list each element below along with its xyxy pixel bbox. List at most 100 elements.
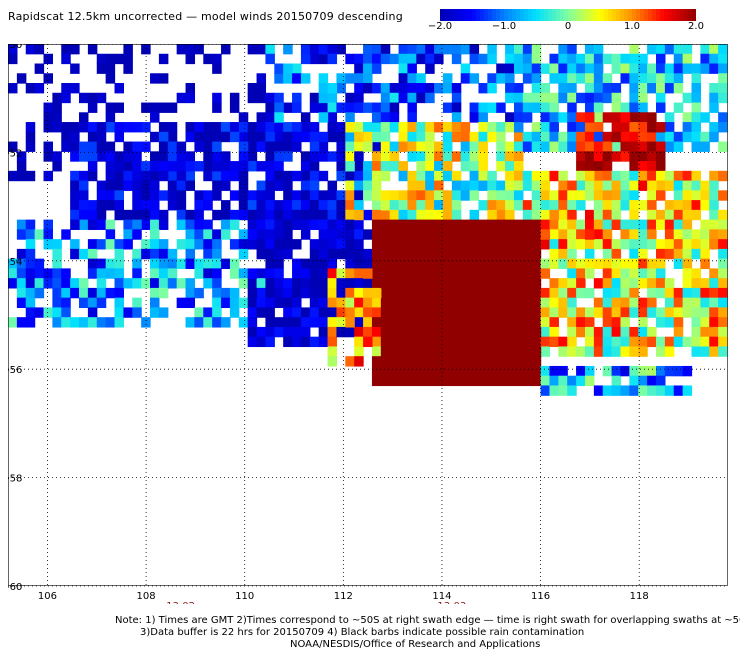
- data-cell: [540, 268, 551, 279]
- data-cell: [513, 356, 524, 367]
- data-cell: [682, 53, 693, 65]
- data-cell: [451, 307, 462, 318]
- data-cell: [425, 44, 435, 55]
- data-cell: [682, 385, 693, 396]
- data-cell: [336, 229, 346, 240]
- data-cell: [87, 239, 98, 250]
- data-cell: [620, 63, 630, 74]
- data-cell: [469, 170, 480, 182]
- data-cell: [318, 131, 329, 143]
- y-tick-label: -56: [8, 365, 22, 376]
- data-cell: [318, 200, 329, 211]
- data-cell: [354, 63, 364, 74]
- data-cell: [416, 141, 426, 152]
- data-cell: [496, 287, 506, 299]
- data-cell: [283, 229, 293, 240]
- data-cell: [664, 278, 675, 289]
- data-cell: [700, 141, 710, 152]
- data-cell: [407, 131, 417, 143]
- data-cell: [336, 248, 346, 260]
- data-cell: [25, 170, 36, 182]
- data-cell: [336, 297, 346, 309]
- data-cell: [558, 258, 568, 269]
- colorbar-swatch: [676, 9, 680, 21]
- data-cell: [371, 248, 382, 260]
- data-cell: [398, 44, 409, 55]
- data-cell: [185, 209, 196, 221]
- colorbar-swatch: [612, 9, 616, 21]
- data-cell: [70, 122, 80, 133]
- data-cell: [229, 209, 240, 221]
- data-cell: [638, 83, 648, 94]
- data-cell: [522, 287, 533, 299]
- data-cell: [203, 200, 213, 211]
- data-cell: [691, 141, 701, 152]
- data-cell: [105, 229, 116, 240]
- data-cell: [407, 112, 417, 123]
- data-cell: [718, 73, 728, 84]
- data-cell: [425, 200, 435, 211]
- data-cell: [221, 317, 231, 328]
- data-cell: [682, 44, 693, 55]
- data-cell: [531, 356, 542, 367]
- data-cell: [576, 141, 586, 152]
- data-cell: [167, 200, 178, 211]
- data-cell: [513, 336, 524, 348]
- data-cell: [584, 73, 595, 84]
- data-cell: [34, 268, 45, 279]
- data-cell: [593, 112, 604, 123]
- data-cell: [647, 258, 657, 269]
- data-cell: [221, 131, 231, 143]
- data-cell: [380, 219, 391, 230]
- data-cell: [87, 287, 98, 299]
- data-cell: [105, 190, 116, 201]
- data-cell: [194, 200, 204, 211]
- data-cell: [123, 209, 133, 221]
- data-cell: [469, 297, 480, 309]
- data-cell: [8, 278, 18, 289]
- data-cell: [256, 336, 267, 348]
- data-cell: [132, 258, 142, 269]
- data-cell: [96, 180, 107, 191]
- data-cell: [176, 44, 187, 55]
- data-cell: [247, 122, 258, 133]
- data-cell: [61, 268, 71, 279]
- colorbar-swatch: [652, 9, 656, 21]
- data-cell: [505, 53, 515, 65]
- data-cell: [451, 239, 462, 250]
- data-cell: [700, 258, 710, 269]
- data-cell: [611, 385, 622, 396]
- data-cell: [274, 248, 284, 260]
- data-cell: [380, 170, 391, 182]
- data-cell: [434, 122, 444, 133]
- data-cell: [647, 307, 657, 318]
- data-cell: [25, 248, 36, 260]
- data-cell: [567, 53, 577, 65]
- data-cell: [185, 287, 196, 299]
- data-cell: [229, 170, 240, 182]
- data-cell: [611, 326, 622, 338]
- data-cell: [496, 326, 506, 338]
- data-cell: [638, 112, 648, 123]
- data-cell: [629, 365, 639, 377]
- data-cell: [61, 307, 71, 318]
- data-cell: [425, 268, 435, 279]
- data-cell: [407, 278, 417, 289]
- data-cell: [567, 385, 577, 396]
- data-cell: [593, 385, 604, 396]
- data-cell: [407, 53, 417, 65]
- data-cell: [629, 287, 639, 299]
- data-cell: [487, 356, 497, 367]
- data-cell: [442, 161, 453, 172]
- data-cell: [496, 258, 506, 269]
- data-cell: [292, 63, 302, 74]
- data-cell: [371, 83, 382, 94]
- data-cell: [505, 200, 515, 211]
- data-cell: [176, 141, 187, 152]
- colorbar-swatch: [560, 9, 564, 21]
- data-cell: [602, 83, 613, 94]
- data-cell: [354, 131, 364, 143]
- colorbar-swatch: [544, 9, 548, 21]
- data-cell: [576, 53, 586, 65]
- data-cell: [300, 44, 311, 55]
